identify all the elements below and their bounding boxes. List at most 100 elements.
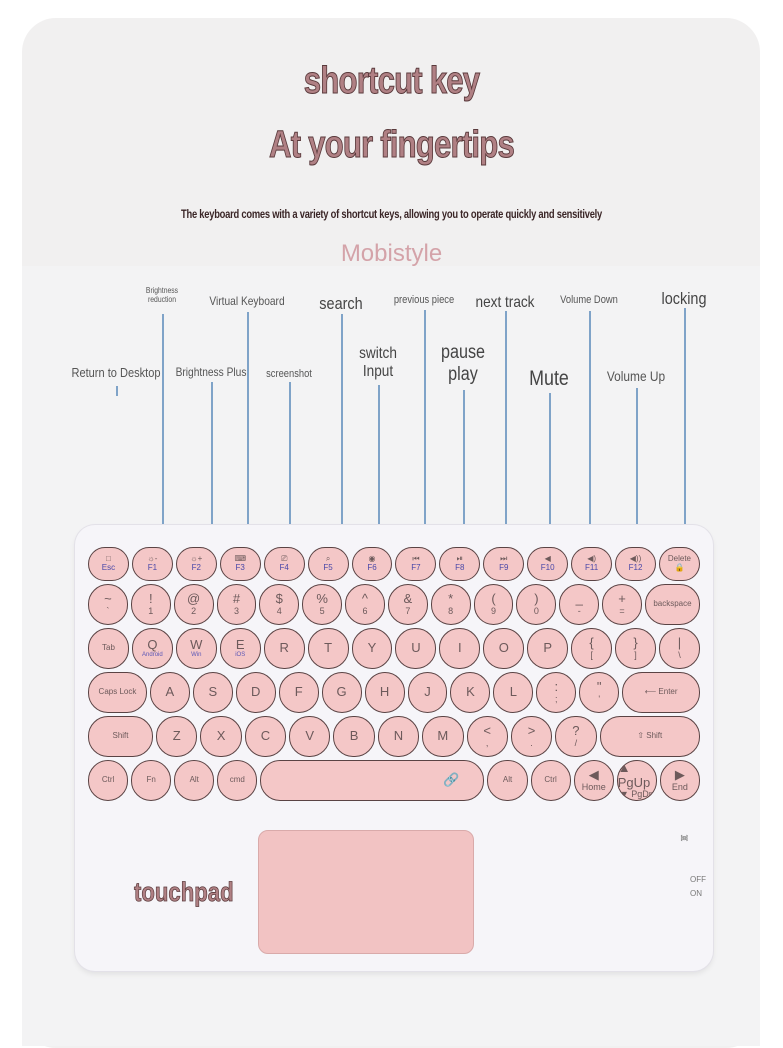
key-secondary-label: [ — [590, 649, 593, 660]
key-w[interactable]: W Win — [175, 628, 217, 669]
key-backspace[interactable]: backspace — [644, 584, 700, 625]
key-cmd[interactable]: cmd — [217, 760, 258, 801]
key-r1-5[interactable]: % 5 — [302, 584, 343, 625]
key-f10[interactable]: ◀ F10 — [527, 547, 569, 581]
key-r1-11[interactable]: _ - — [559, 584, 600, 625]
key-label: A — [165, 684, 175, 700]
key-r1-2[interactable]: @2 — [173, 584, 214, 625]
key-r4-8[interactable]: <, — [466, 716, 508, 757]
key-h[interactable]: H — [364, 672, 405, 713]
key-f11[interactable]: ◀) F11 — [571, 547, 613, 581]
key-label: 🔗 — [443, 772, 460, 788]
key-y[interactable]: Y — [351, 628, 393, 669]
key-alt[interactable]: Alt — [487, 760, 528, 801]
key-r5-4[interactable]: 🔗 — [260, 760, 485, 801]
key-z[interactable]: Z — [155, 716, 198, 757]
key-label: ) — [534, 591, 539, 607]
key-enter[interactable]: ⟵ Enter — [622, 672, 701, 713]
key-d[interactable]: D — [235, 672, 276, 713]
key-r1-9[interactable]: (9 — [473, 584, 514, 625]
key-r2-13[interactable]: | \ — [658, 628, 700, 669]
key-f6[interactable]: ◉ F6 — [351, 547, 393, 581]
key-label: _ — [575, 591, 583, 607]
key-v[interactable]: V — [289, 716, 331, 757]
key-n[interactable]: N — [377, 716, 420, 757]
key-r2-12[interactable]: }] — [615, 628, 656, 669]
key-os-label: Win — [191, 652, 202, 659]
key-esc[interactable]: □ Esc — [88, 547, 129, 581]
key-m[interactable]: M — [422, 716, 464, 757]
key-fn[interactable]: Fn — [131, 760, 172, 801]
key-secondary-label: Home — [581, 781, 606, 792]
key-t[interactable]: T — [307, 628, 349, 669]
key-q[interactable]: Q Android — [131, 628, 173, 669]
key-f1[interactable]: ☼- F1 — [131, 547, 173, 581]
key-f5[interactable]: ⌕ F5 — [307, 547, 349, 581]
key-r3-11[interactable]: " ' — [579, 672, 620, 713]
key-label: Caps Lock — [98, 687, 137, 697]
key-r1-4[interactable]: $4 — [259, 584, 300, 625]
key-shift[interactable]: Shift — [88, 716, 153, 757]
key-r1-6[interactable]: ^ 6 — [345, 584, 385, 625]
key-pgup[interactable]: ▲ PgUp ▼ PgDn — [616, 760, 657, 801]
key-r5-7[interactable]: ◀ Home — [573, 760, 614, 801]
key-x[interactable]: X — [200, 716, 242, 757]
key-f[interactable]: F — [278, 672, 319, 713]
key-secondary-label: F7 — [411, 563, 421, 572]
key-f9[interactable]: ⏭ F9 — [483, 547, 525, 581]
key-r1-0[interactable]: ~ ` — [88, 584, 128, 625]
key-secondary-label: 8 — [448, 605, 454, 616]
key-tab[interactable]: Tab — [88, 628, 129, 669]
key-a[interactable]: A — [149, 672, 190, 713]
key-label: cmd — [229, 775, 245, 785]
key-j[interactable]: J — [407, 672, 448, 713]
key-secondary-label: F12 — [628, 563, 643, 572]
touchpad[interactable] — [258, 830, 474, 954]
key-f8[interactable]: ⏯ F8 — [439, 547, 481, 581]
key-i[interactable]: I — [439, 628, 481, 669]
key-label: : — [554, 679, 559, 695]
key-r1-12[interactable]: + = — [602, 584, 642, 625]
key-p[interactable]: P — [527, 628, 569, 669]
key-s[interactable]: S — [192, 672, 233, 713]
key-r1-10[interactable]: ) 0 — [516, 584, 557, 625]
key-label: ⌕ — [325, 554, 331, 564]
key-r1-8[interactable]: * 8 — [430, 584, 471, 625]
key-r1-7[interactable]: & 7 — [387, 584, 428, 625]
key-k[interactable]: K — [450, 672, 491, 713]
key-label: } — [633, 635, 638, 651]
key-r1-1[interactable]: ! 1 — [130, 584, 171, 625]
key-r4-9[interactable]: >. — [510, 716, 553, 757]
key-r0-13[interactable]: Delete 🔒 — [658, 547, 700, 581]
key-o[interactable]: O — [483, 628, 525, 669]
key-g[interactable]: G — [321, 672, 362, 713]
key-r2-11[interactable]: {[ — [571, 628, 613, 669]
key-f12[interactable]: ◀)) F12 — [615, 547, 656, 581]
key-secondary-label: ; — [555, 693, 558, 704]
key-alt[interactable]: Alt — [174, 760, 215, 801]
key-b[interactable]: B — [333, 716, 375, 757]
key-label: V — [305, 728, 315, 744]
key-label: + — [618, 591, 626, 607]
leader-line — [636, 388, 638, 565]
key-c[interactable]: C — [244, 716, 287, 757]
key-caps-lock[interactable]: Caps Lock — [88, 672, 147, 713]
key-u[interactable]: U — [395, 628, 437, 669]
key-r3-10[interactable]: :; — [536, 672, 577, 713]
key-ctrl[interactable]: Ctrl — [88, 760, 129, 801]
key-r1-3[interactable]: #3 — [216, 584, 257, 625]
keyboard: □ Esc ☼- F1 ☼+ F2 ⌨ F3 ⎚ F4 ⌕ F5 ◉ F6 ⏮ F7 ⏯ F8 ⏭ F9 ◀ F10 ◀) F… — [75, 525, 713, 971]
key-f4[interactable]: ⎚ F4 — [263, 547, 305, 581]
key-f2[interactable]: ☼+ F2 — [175, 547, 217, 581]
key-r5-9[interactable]: ▶ End — [659, 760, 700, 801]
key-l[interactable]: L — [493, 672, 534, 713]
key-r[interactable]: R — [263, 628, 305, 669]
key-label: ▶ — [674, 767, 685, 783]
key-shift[interactable]: ⇧ Shift — [599, 716, 700, 757]
key-f7[interactable]: ⏮ F7 — [395, 547, 437, 581]
key-label: C — [260, 728, 271, 744]
key-r4-10[interactable]: ? / — [555, 716, 597, 757]
key-ctrl[interactable]: Ctrl — [530, 760, 571, 801]
key-f3[interactable]: ⌨ F3 — [219, 547, 261, 581]
